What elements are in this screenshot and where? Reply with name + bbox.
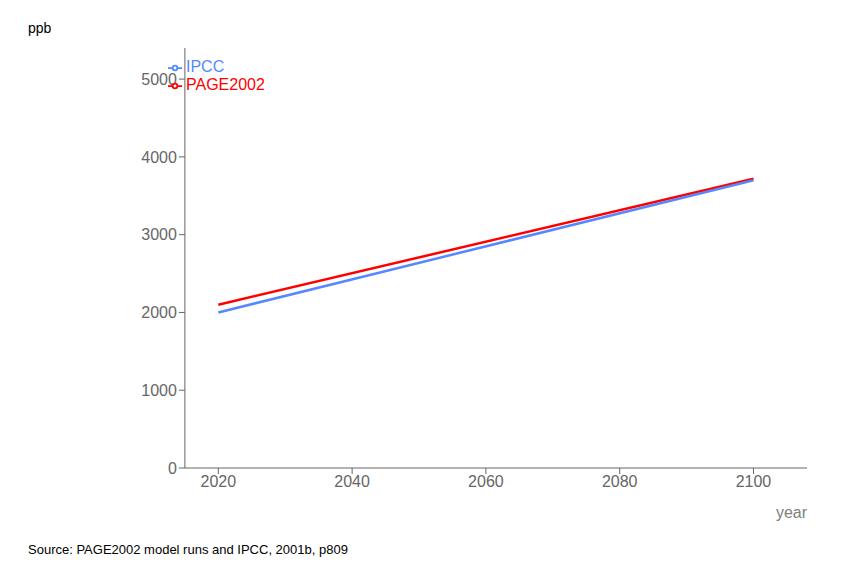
svg-text:2100: 2100 [736, 473, 772, 490]
svg-text:3000: 3000 [141, 226, 177, 243]
html-text:IPCC: IPCC [186, 58, 225, 75]
svg-text:5000: 5000 [141, 71, 177, 88]
svg-text:2000: 2000 [141, 304, 177, 321]
html-text:Source: PAGE2002 model runs an: Source: PAGE2002 model runs and IPCC, 20… [28, 542, 348, 557]
html-text:PAGE2002: PAGE2002 [186, 76, 265, 93]
svg-text:1000: 1000 [141, 382, 177, 399]
svg-text:2040: 2040 [334, 473, 370, 490]
svg-text:2060: 2060 [468, 473, 504, 490]
svg-text:2080: 2080 [602, 473, 638, 490]
html-text:ppb: ppb [28, 20, 52, 36]
svg-text:2020: 2020 [201, 473, 237, 490]
svg-text:4000: 4000 [141, 149, 177, 166]
svg-text:year: year [776, 504, 808, 521]
svg-text:0: 0 [168, 460, 177, 477]
